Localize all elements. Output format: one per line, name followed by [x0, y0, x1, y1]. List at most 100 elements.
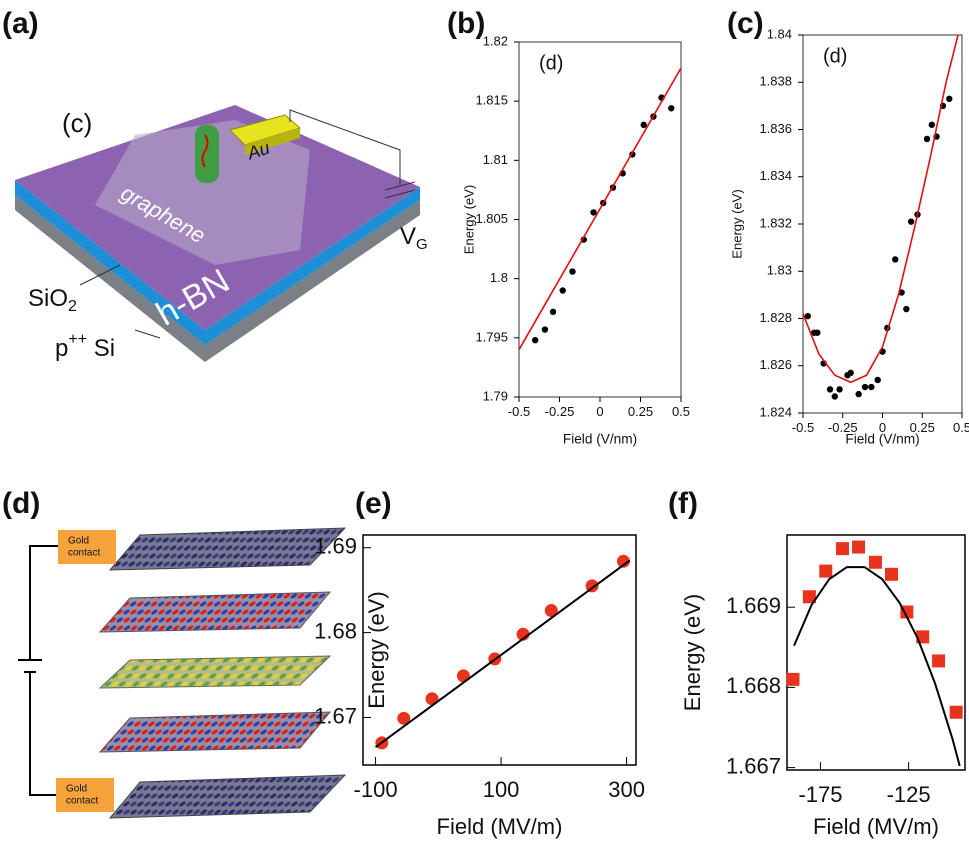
panel-label: (a) — [2, 7, 39, 40]
panel-label: (b) — [447, 7, 485, 40]
panel-label: (d) — [2, 487, 40, 520]
data-point — [932, 654, 946, 668]
silicon-text: p — [55, 335, 68, 362]
annotation: (d) — [823, 45, 847, 67]
data-point — [814, 329, 821, 336]
oxide-label: SiO2 — [28, 285, 77, 315]
panel-label: (c) — [727, 7, 764, 40]
contact-label: Gold — [66, 784, 87, 795]
plot-frame — [518, 41, 682, 398]
fit-line — [519, 67, 681, 351]
x-tick-label: -175 — [798, 782, 842, 807]
hbn-layer — [98, 591, 332, 633]
x-tick-label: -0.25 — [828, 420, 858, 435]
data-point — [916, 630, 930, 644]
y-tick-label: 1.81 — [483, 152, 508, 167]
data-point — [802, 590, 816, 604]
graphene-flake — [95, 120, 310, 265]
plot-3: -175 -125 1.667 1.668 1.669 Field (MV/m) Energ… — [668, 487, 966, 839]
data-point — [885, 567, 899, 581]
data-point — [946, 95, 953, 102]
y-tick-label: 1.667 — [726, 753, 781, 778]
data-point — [923, 135, 931, 143]
y-tick-label: 1.836 — [759, 121, 792, 136]
y-tick-label: 1.67 — [314, 703, 357, 728]
pointer — [134, 329, 161, 339]
x-axis-label: Field (V/nm) — [563, 432, 637, 447]
annotation: (d) — [539, 52, 563, 74]
y-tick-label: 1.826 — [759, 357, 792, 372]
data-point — [861, 383, 869, 391]
data-point — [868, 383, 875, 391]
panel-label: (f) — [668, 487, 698, 520]
y-tick-label: 1.838 — [759, 74, 792, 89]
data-point — [855, 390, 862, 398]
silicon-label: p++ Si — [55, 331, 115, 362]
x-tick-label: 0 — [879, 420, 886, 435]
x-tick-label: 0.5 — [953, 420, 969, 435]
gold-electrode-side — [245, 128, 300, 155]
data-point — [847, 369, 854, 377]
x-tick-label: 100 — [483, 777, 520, 802]
oxide-text: SiO — [28, 285, 68, 312]
data-point — [569, 268, 576, 275]
y-axis-label: Energy (eV) — [364, 591, 389, 708]
device-schematic: (c) Au graphene h-BN SiO2 p++ Si VG (a) — [2, 7, 428, 362]
y-tick-label: 1.79 — [483, 388, 508, 403]
y-tick-label: 1.82 — [483, 33, 508, 48]
y-tick-label: 1.8 — [490, 270, 508, 285]
x-axis-label: Field (V/nm) — [845, 432, 919, 447]
data-point — [425, 692, 439, 706]
circuit-wire — [18, 545, 60, 796]
data-point — [868, 555, 882, 569]
laser-beam — [195, 125, 219, 183]
x-tick-label: -100 — [354, 777, 398, 802]
data-point — [397, 711, 411, 725]
y-tick-label: 1.824 — [759, 404, 792, 419]
gold-contact — [56, 778, 114, 812]
y-axis-label: Energy (eV) — [729, 189, 744, 258]
plot-frame — [362, 534, 637, 766]
plot-2: -100 100 300 1.67 1.68 1.69 Field (MV/m) Energy… — [314, 487, 645, 839]
panel-label: (e) — [355, 487, 392, 520]
silicon-sup: ++ — [68, 331, 87, 348]
y-tick-label: 1.795 — [475, 329, 508, 344]
contact-label: Gold — [68, 536, 89, 547]
plot-1: -0.5 -0.25 0 0.25 0.5 1.824 1.826 1.828 1.83 1.83… — [727, 7, 969, 447]
gate-wire — [289, 109, 416, 199]
x-tick-label: -0.5 — [792, 420, 814, 435]
x-tick-label: 0 — [596, 404, 603, 419]
contact-label: contact — [66, 796, 98, 807]
data-point — [836, 542, 850, 556]
data-point — [903, 305, 910, 313]
y-tick-label: 1.805 — [475, 211, 508, 226]
hbn-layer — [98, 711, 332, 753]
data-point — [874, 376, 881, 384]
fit-line — [803, 35, 959, 384]
x-tick-label: 0.25 — [910, 420, 935, 435]
x-axis-label: Field (MV/m) — [437, 814, 563, 839]
data-point — [804, 312, 811, 320]
data-point — [616, 554, 630, 568]
data-point — [549, 308, 557, 315]
plot-frame — [786, 534, 966, 771]
data-point — [585, 579, 599, 593]
tmd-layer — [98, 655, 332, 689]
y-axis-label: Energy (eV) — [461, 185, 476, 254]
y-tick-label: 1.669 — [726, 593, 781, 618]
fit-line — [374, 559, 631, 748]
gate-sub: G — [416, 236, 428, 253]
photon-arrow — [201, 134, 209, 168]
x-tick-label: -125 — [887, 782, 931, 807]
x-tick-label: -0.5 — [508, 404, 530, 419]
x-tick-label: 0.25 — [628, 404, 653, 419]
y-tick-label: 1.83 — [767, 263, 792, 278]
y-tick-label: 1.84 — [767, 26, 792, 41]
gold-contact — [58, 530, 116, 564]
data-point — [786, 672, 800, 686]
data-point — [819, 564, 833, 578]
data-point — [836, 386, 843, 393]
data-point — [826, 386, 834, 393]
graphene-layer — [108, 774, 347, 819]
